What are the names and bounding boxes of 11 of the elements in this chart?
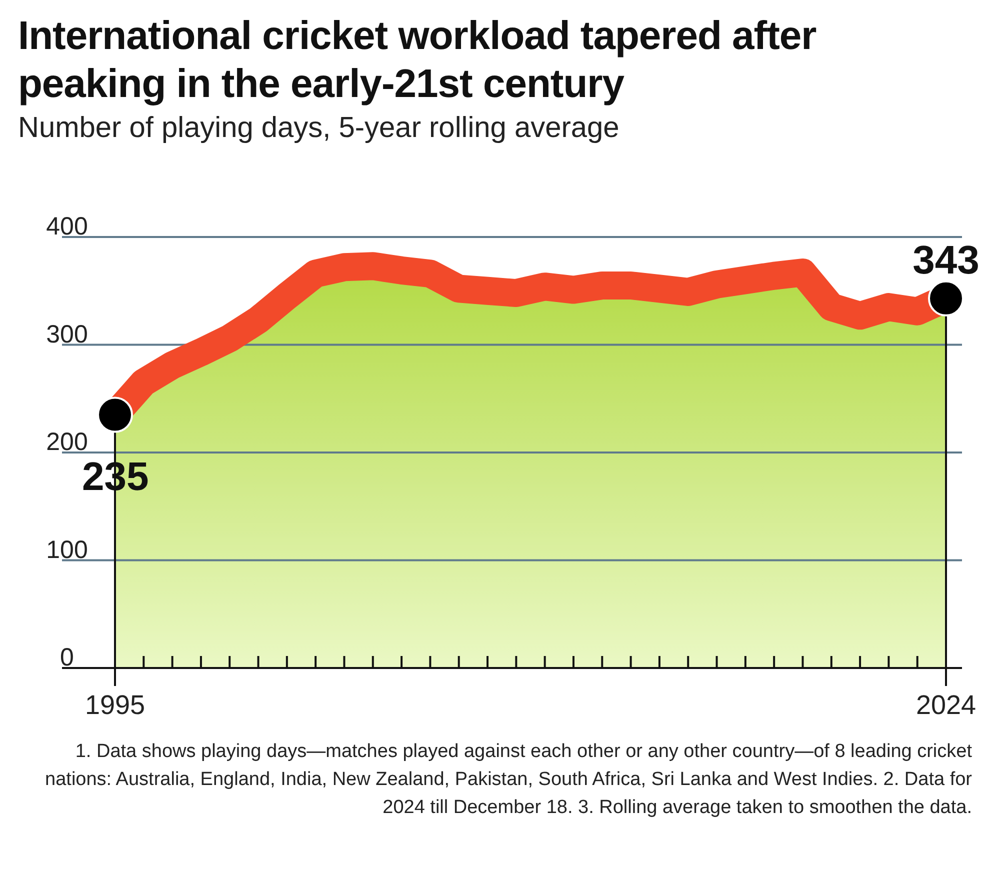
y-tick-label: 300: [46, 320, 88, 348]
chart-subtitle: Number of playing days, 5-year rolling average: [18, 112, 620, 145]
x-tick-label: 1995: [84, 690, 146, 720]
y-tick-label: 400: [46, 212, 88, 240]
chart-title: International cricket workload tapered after peaking in the early-21st century: [18, 13, 818, 108]
data-label: 343: [912, 238, 980, 282]
x-tick-label: 2024: [916, 690, 976, 720]
text: 1. Data shows playing days—matches played against each other or any other country—of 8 leading cricket nations: Australia, England, India, New Zealand, Pakistan, South Africa, Sri Lanka and West Indies. 2. Data for 2024 till December 18. 3. Rolling average taken to smoothen the data.: [44, 740, 972, 820]
y-tick-label: 100: [46, 536, 88, 564]
y-tick-label: 200: [46, 428, 88, 456]
y-tick-label: 0: [60, 644, 74, 672]
